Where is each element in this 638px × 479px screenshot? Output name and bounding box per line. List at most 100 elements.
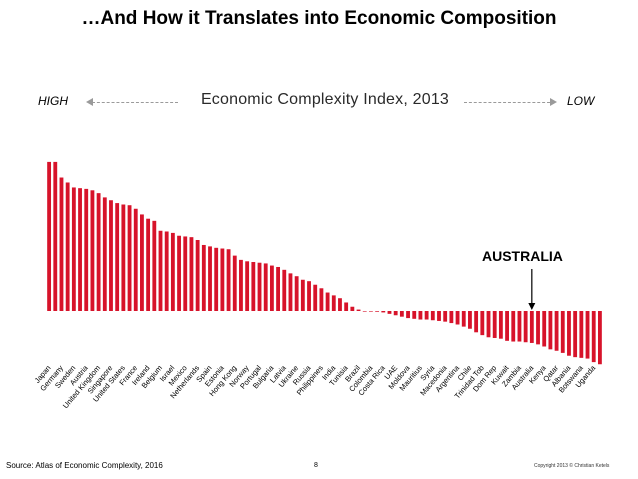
bar — [177, 235, 181, 311]
page-number: 8 — [314, 462, 318, 469]
bar — [239, 259, 243, 311]
bar-portugal — [257, 262, 262, 311]
arrow-right-icon — [550, 98, 557, 106]
bar — [300, 279, 305, 311]
bar-bulgaria — [269, 265, 274, 311]
bar — [412, 311, 417, 319]
bar-uae — [393, 311, 398, 316]
bar-colombia — [369, 311, 373, 312]
bar — [115, 203, 120, 311]
bar-chile — [468, 311, 472, 329]
bar-botswana — [579, 311, 584, 358]
bar — [338, 298, 342, 311]
bar-albania — [567, 311, 571, 356]
arrow-line-right — [464, 102, 550, 103]
slide-title: …And How it Translates into Economic Com… — [81, 8, 557, 29]
bar-costa-rica — [381, 311, 386, 313]
bar — [560, 311, 565, 353]
bar-brazil — [356, 309, 361, 311]
bar — [90, 190, 95, 311]
bar — [597, 311, 602, 365]
bar — [461, 311, 466, 327]
bar-netherlands — [195, 240, 200, 311]
bar-spain — [208, 246, 212, 311]
bar — [362, 311, 367, 312]
bar — [78, 188, 82, 311]
arrow-left-icon — [86, 98, 93, 106]
bar-uganda — [591, 311, 596, 363]
arrow-line-left — [92, 102, 178, 103]
bar-russia — [307, 281, 311, 311]
bar — [350, 306, 355, 311]
annotation-label: AUSTRALIA — [482, 248, 563, 264]
bar — [387, 311, 392, 314]
bar-philippines — [319, 288, 324, 311]
bar — [53, 161, 58, 311]
bar-sweden — [71, 187, 76, 311]
bar — [226, 249, 231, 311]
bar — [263, 263, 268, 311]
bar-syria — [430, 311, 435, 321]
bar — [585, 311, 590, 359]
bar-qatar — [554, 311, 559, 351]
bar-india — [331, 295, 336, 311]
bar — [276, 266, 280, 311]
bar-belgium — [158, 230, 163, 311]
bar-japan — [47, 161, 52, 311]
annotation-arrow-head — [528, 303, 536, 310]
bars-group — [47, 161, 602, 365]
bar-france — [133, 208, 138, 311]
bar-mexico — [183, 236, 188, 311]
bar-latvia — [282, 269, 287, 311]
bar — [424, 311, 429, 320]
bar-singapore — [109, 200, 113, 311]
axis-high-label: HIGH — [38, 94, 68, 108]
bar-moldova — [406, 311, 410, 319]
bar — [498, 311, 503, 339]
bar-germany — [59, 177, 64, 311]
bar — [127, 205, 132, 311]
bar — [65, 182, 70, 311]
bar — [251, 262, 256, 311]
bar — [102, 197, 107, 311]
bar — [536, 311, 540, 345]
bar-austria — [84, 188, 89, 311]
annotation-arrow — [528, 269, 536, 310]
bar — [288, 273, 293, 311]
bar-norway — [245, 261, 250, 311]
bar-united-kingdom — [96, 193, 101, 311]
bar-ukraine — [294, 276, 299, 311]
bar-israel — [170, 232, 175, 311]
bar — [573, 311, 578, 358]
bar-kuwait — [505, 311, 509, 341]
bar — [140, 214, 144, 311]
bar-mauritius — [418, 311, 423, 320]
bar-dom-rep — [492, 311, 497, 338]
bar — [486, 311, 491, 338]
bar — [375, 311, 380, 312]
bar — [201, 244, 206, 311]
bar-macedonia — [443, 311, 448, 322]
bar-argentina — [455, 311, 460, 325]
bar-united-states — [121, 204, 126, 311]
bar — [548, 311, 553, 350]
bar-estonia — [220, 248, 225, 311]
bar — [449, 311, 454, 324]
bar — [511, 311, 516, 342]
copyright-note: Copyright 2013 © Christian Ketels — [534, 463, 610, 469]
bar — [214, 247, 219, 311]
bar — [152, 220, 157, 311]
bar-ireland — [146, 218, 151, 311]
bar — [399, 311, 404, 317]
bar-trinidad-tob — [480, 311, 485, 336]
bar-zambia — [517, 311, 522, 342]
bar-australia — [529, 311, 534, 343]
bar-tunisia — [344, 302, 349, 311]
bar-kenya — [542, 311, 547, 347]
source-note: Source: Atlas of Economic Complexity, 20… — [6, 461, 163, 470]
bar — [325, 292, 330, 311]
bar — [474, 311, 479, 333]
chart-title: Economic Complexity Index, 2013 — [200, 91, 450, 108]
